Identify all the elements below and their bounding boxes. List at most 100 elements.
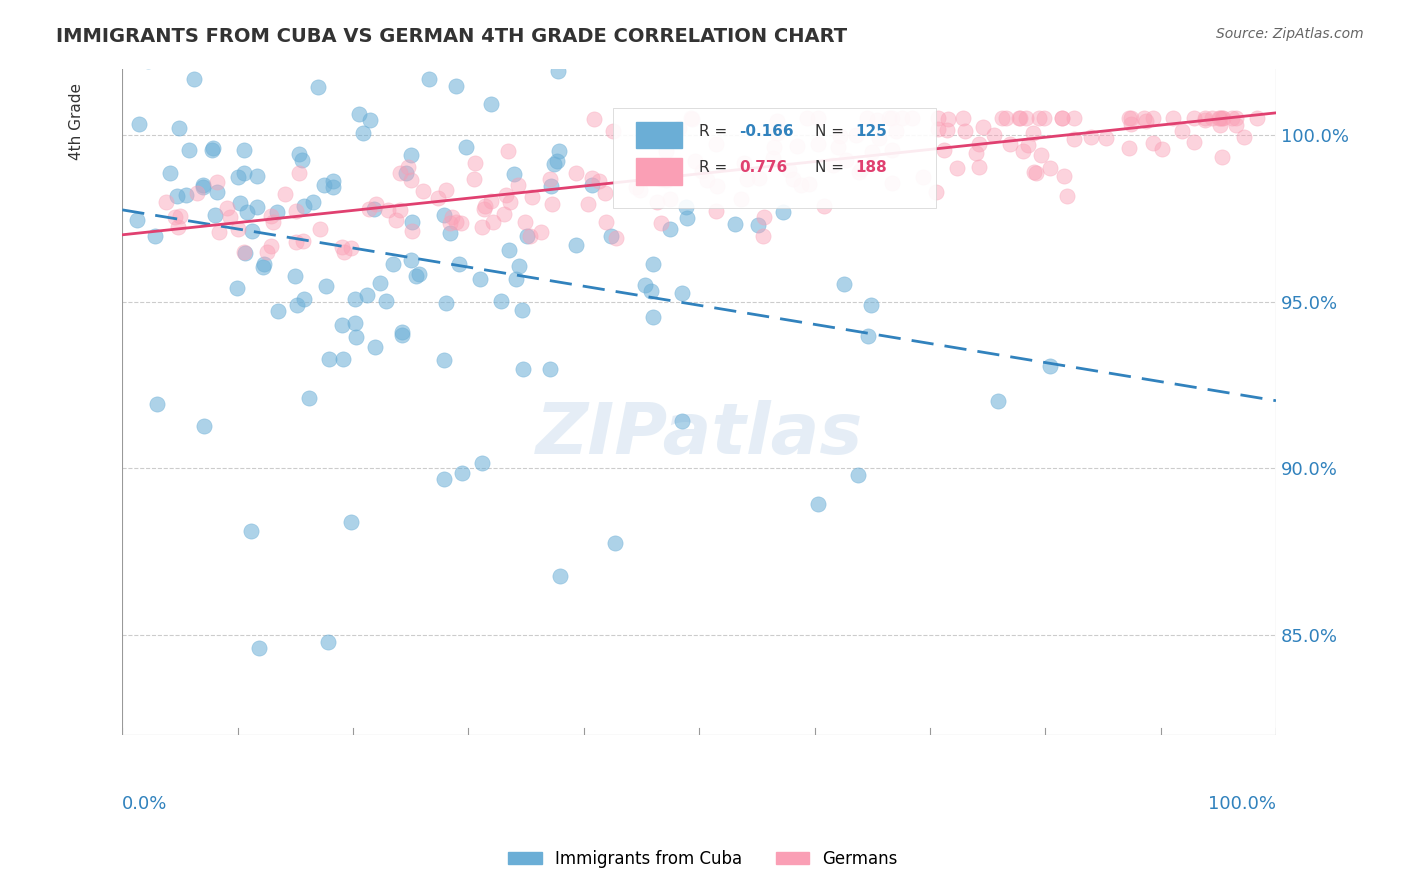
- Point: [845, 128, 868, 143]
- Point: [233, 144, 256, 158]
- Point: [827, 140, 849, 154]
- Point: [1133, 112, 1156, 126]
- Point: [927, 112, 949, 126]
- Point: [352, 126, 374, 140]
- Point: [375, 294, 398, 309]
- Point: [583, 112, 606, 127]
- Point: [880, 112, 903, 126]
- Point: [169, 121, 191, 136]
- Point: [427, 191, 450, 205]
- Point: [848, 165, 870, 179]
- Point: [159, 166, 181, 180]
- Point: [813, 199, 835, 213]
- Point: [1063, 132, 1085, 146]
- Point: [747, 219, 769, 233]
- Point: [205, 175, 228, 189]
- Point: [953, 124, 976, 138]
- Point: [1161, 112, 1184, 126]
- Point: [252, 260, 274, 274]
- Point: [284, 235, 307, 249]
- Text: ZIPatlas: ZIPatlas: [536, 401, 863, 469]
- Point: [260, 209, 283, 223]
- Point: [1233, 129, 1256, 144]
- Point: [650, 172, 672, 186]
- Point: [401, 215, 423, 229]
- Point: [1142, 112, 1164, 126]
- Point: [309, 222, 332, 236]
- Point: [389, 166, 412, 180]
- Point: [138, 54, 160, 68]
- FancyBboxPatch shape: [613, 109, 935, 209]
- FancyBboxPatch shape: [636, 159, 682, 186]
- Point: [1053, 169, 1076, 183]
- Point: [967, 161, 990, 175]
- Point: [143, 229, 166, 244]
- Point: [388, 203, 411, 218]
- Point: [146, 396, 169, 410]
- Point: [704, 137, 727, 152]
- Point: [675, 211, 697, 226]
- Point: [494, 207, 516, 221]
- Point: [512, 361, 534, 376]
- Point: [807, 112, 830, 126]
- Point: [444, 78, 467, 93]
- Point: [1022, 126, 1045, 140]
- Point: [418, 72, 440, 87]
- Text: 100.0%: 100.0%: [1208, 795, 1277, 813]
- Point: [201, 143, 224, 157]
- Text: 0.0%: 0.0%: [122, 795, 167, 813]
- Point: [508, 259, 530, 273]
- Point: [233, 32, 256, 46]
- Point: [882, 143, 904, 157]
- Point: [440, 210, 463, 224]
- Point: [359, 112, 381, 127]
- Point: [807, 137, 830, 152]
- Point: [499, 194, 522, 209]
- Point: [724, 217, 747, 231]
- Point: [991, 112, 1014, 126]
- Point: [730, 192, 752, 206]
- Point: [987, 394, 1010, 409]
- Point: [463, 172, 485, 186]
- Point: [412, 184, 434, 198]
- Point: [832, 277, 855, 291]
- Point: [446, 215, 468, 229]
- Point: [489, 293, 512, 308]
- Point: [516, 229, 538, 244]
- Point: [364, 197, 387, 211]
- Point: [434, 183, 457, 197]
- Point: [671, 285, 693, 300]
- Point: [547, 63, 569, 78]
- Point: [513, 215, 536, 229]
- Point: [671, 414, 693, 428]
- Point: [595, 186, 617, 200]
- Point: [292, 293, 315, 307]
- Point: [1050, 112, 1073, 126]
- Point: [1121, 118, 1143, 132]
- Point: [737, 172, 759, 186]
- Point: [385, 212, 408, 227]
- Point: [215, 202, 238, 216]
- Point: [285, 298, 308, 312]
- FancyBboxPatch shape: [636, 122, 682, 148]
- Point: [659, 192, 682, 206]
- Point: [128, 116, 150, 130]
- Point: [704, 203, 727, 218]
- Point: [884, 123, 907, 137]
- Text: 0.776: 0.776: [740, 160, 787, 175]
- Text: IMMIGRANTS FROM CUBA VS GERMAN 4TH GRADE CORRELATION CHART: IMMIGRANTS FROM CUBA VS GERMAN 4TH GRADE…: [56, 27, 848, 45]
- Point: [994, 112, 1017, 126]
- Point: [856, 112, 879, 126]
- Point: [166, 189, 188, 203]
- Point: [226, 222, 249, 236]
- Point: [965, 145, 987, 160]
- Point: [377, 203, 399, 218]
- Point: [696, 173, 718, 187]
- Point: [681, 112, 703, 126]
- Point: [1142, 136, 1164, 150]
- Point: [748, 171, 770, 186]
- Point: [519, 229, 541, 244]
- Point: [167, 219, 190, 234]
- Text: N =: N =: [814, 160, 848, 175]
- Point: [471, 219, 494, 234]
